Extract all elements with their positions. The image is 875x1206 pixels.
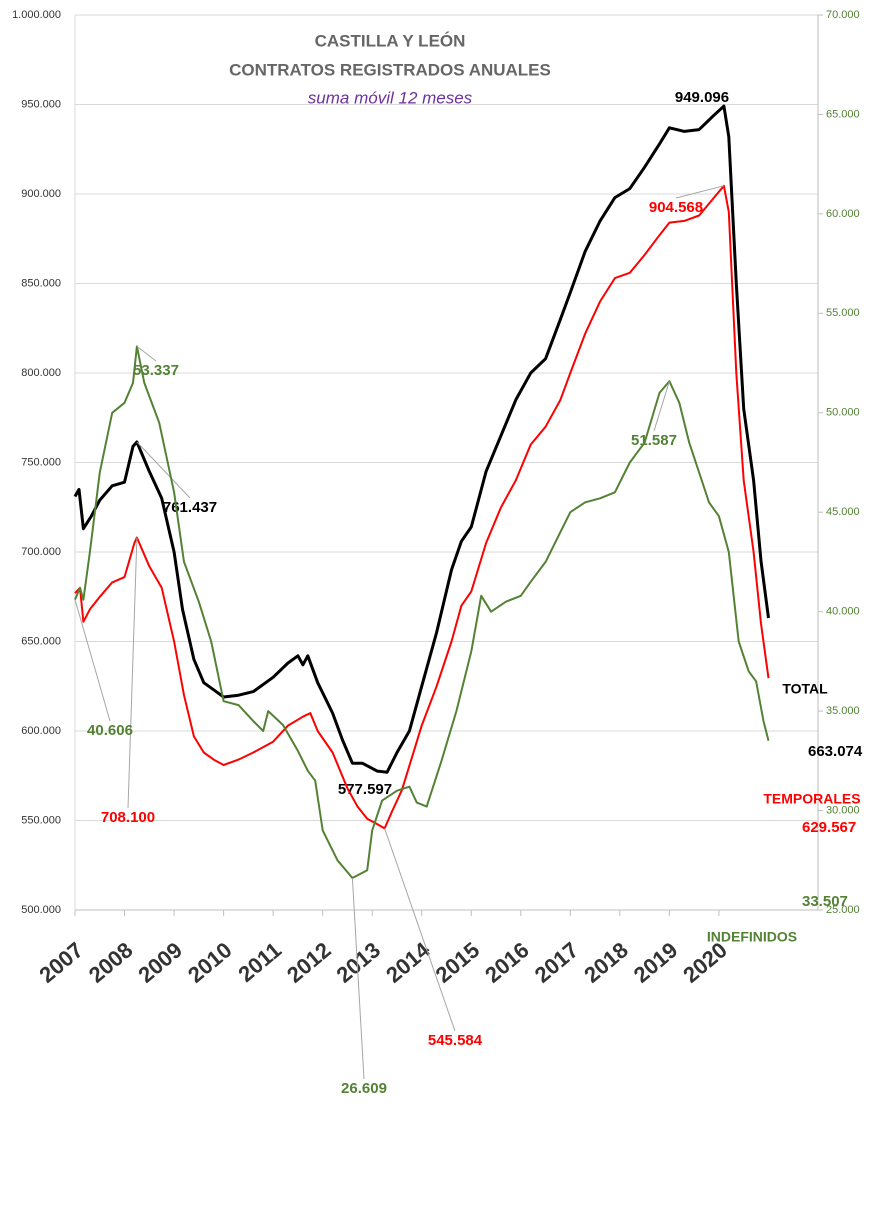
y2-tick-label: 65.000 — [826, 108, 860, 120]
y-tick-label: 600.000 — [21, 725, 61, 737]
x-tick-label: 2017 — [530, 937, 584, 988]
x-tick-label: 2009 — [133, 937, 187, 988]
value-label: 51.587 — [631, 432, 677, 449]
value-label: 708.100 — [101, 809, 155, 826]
y2-tick-label: 70.000 — [826, 9, 860, 21]
series-line — [74, 184, 770, 830]
x-tick-label: 2011 — [233, 937, 286, 987]
value-label: 26.609 — [341, 1080, 387, 1097]
leader-line — [136, 346, 157, 362]
y-tick-label: 900.000 — [21, 188, 61, 200]
y-tick-label: 950.000 — [21, 98, 61, 110]
y2-tick-label: 25.000 — [826, 904, 860, 916]
value-label: 761.437 — [163, 499, 217, 516]
y-tick-label: 650.000 — [21, 635, 61, 647]
y-tick-label: 800.000 — [21, 367, 61, 379]
y2-tick-label: 55.000 — [826, 307, 860, 319]
series-line — [73, 104, 770, 774]
value-label: 663.074 — [808, 743, 863, 760]
y2-tick-label: 60.000 — [826, 208, 860, 220]
y2-tick-label: 40.000 — [826, 606, 860, 618]
y2-tick-label: 50.000 — [826, 407, 860, 419]
chart-title: CASTILLA Y LEÓN — [315, 31, 466, 50]
value-label: 949.096 — [675, 89, 729, 106]
value-label: 545.584 — [428, 1032, 483, 1049]
y2-tick-label: 30.000 — [826, 804, 860, 816]
leader-line — [384, 828, 456, 1032]
leader-line — [127, 537, 138, 809]
value-label: 629.567 — [802, 819, 856, 836]
leader-line — [136, 441, 191, 499]
x-tick-label: 2018 — [579, 937, 633, 988]
chart-subtitle: suma móvil 12 meses — [308, 88, 473, 107]
x-tick-label: 2007 — [34, 937, 88, 988]
x-tick-label: 2014 — [381, 937, 435, 988]
x-tick-label: 2008 — [84, 937, 138, 988]
y-tick-label: 850.000 — [21, 277, 61, 289]
leader-line — [653, 381, 670, 432]
series-label: INDEFINIDOS — [707, 929, 797, 945]
series-label: TEMPORALES — [763, 791, 860, 807]
series-label: TOTAL — [782, 681, 828, 697]
y2-tick-label: 35.000 — [826, 705, 860, 717]
x-tick-label: 2020 — [678, 937, 732, 988]
y-tick-label: 1.000.000 — [12, 9, 61, 21]
x-tick-label: 2012 — [282, 937, 336, 988]
y-tick-label: 700.000 — [21, 546, 61, 558]
y-tick-label: 750.000 — [21, 456, 61, 468]
y-tick-label: 550.000 — [21, 814, 61, 826]
x-tick-label: 2010 — [183, 937, 237, 988]
series-line — [74, 345, 770, 879]
value-label: 904.568 — [649, 199, 703, 216]
value-label: 33.507 — [802, 893, 848, 910]
x-tick-label: 2019 — [629, 937, 683, 988]
leader-line — [74, 599, 111, 722]
leader-line — [351, 877, 365, 1080]
x-tick-label: 2015 — [431, 937, 485, 988]
y2-tick-label: 45.000 — [826, 506, 860, 518]
value-label: 40.606 — [87, 722, 133, 739]
chart-subtitle: CONTRATOS REGISTRADOS ANUALES — [229, 60, 551, 79]
y-tick-label: 500.000 — [21, 904, 61, 916]
value-label: 53.337 — [133, 362, 179, 379]
x-tick-label: 2016 — [480, 937, 534, 988]
leader-line — [675, 185, 725, 199]
